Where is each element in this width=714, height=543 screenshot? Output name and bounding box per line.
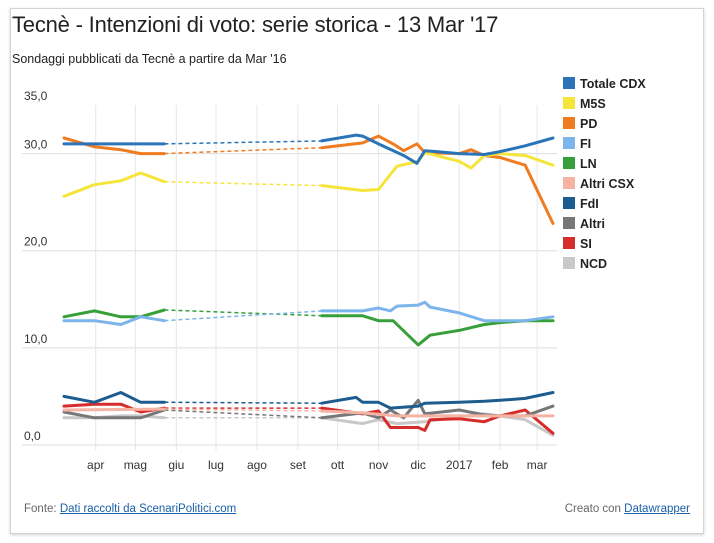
y-axis-ticks: 0,0 10,0 20,0 30,0 35,0 bbox=[24, 89, 48, 443]
chart-subtitle: Sondaggi pubblicati da Tecnè a partire d… bbox=[12, 52, 287, 66]
x-tick-label: nov bbox=[369, 458, 388, 472]
legend-label-altri-csx: Altri CSX bbox=[580, 177, 635, 191]
legend-label-fdi: FdI bbox=[580, 197, 599, 211]
y-tick-label: 30,0 bbox=[24, 138, 48, 152]
chart-title: Tecnè - Intenzioni di voto: serie storic… bbox=[12, 12, 499, 37]
legend-swatch-altri bbox=[563, 217, 575, 229]
legend-swatch-fdi bbox=[563, 197, 575, 209]
legend-swatch-pd bbox=[563, 117, 575, 129]
series-line-m5s bbox=[62, 171, 166, 198]
series-line-pd bbox=[62, 136, 166, 156]
legend-label-fi: FI bbox=[580, 137, 591, 151]
credit-prefix: Creato con bbox=[564, 503, 625, 515]
series-lines bbox=[62, 133, 555, 437]
x-tick-label: apr bbox=[87, 458, 104, 472]
y-tick-label: 20,0 bbox=[24, 235, 48, 249]
series-gap-altri bbox=[164, 409, 322, 419]
legend-swatch-ncd bbox=[563, 257, 575, 269]
x-tick-label: lug bbox=[208, 458, 224, 472]
x-tick-label: 2017 bbox=[446, 458, 473, 472]
chart-card bbox=[10, 8, 704, 534]
y-tick-label: 10,0 bbox=[24, 332, 48, 346]
series-line-totale-cdx bbox=[320, 133, 555, 165]
legend-label-ncd: NCD bbox=[580, 257, 607, 271]
legend-swatch-totale-cdx bbox=[563, 77, 575, 89]
x-tick-label: mag bbox=[124, 458, 147, 472]
legend-label-ln: LN bbox=[580, 157, 597, 171]
x-tick-label: mar bbox=[527, 458, 548, 472]
series-line-fi bbox=[62, 315, 166, 326]
x-axis-ticks: apr mag giu lug ago set ott nov dic 2017 feb mar bbox=[87, 105, 547, 472]
source-prefix: Fonte: bbox=[24, 503, 60, 515]
legend-label-altri: Altri bbox=[580, 217, 605, 231]
legend-swatch-si bbox=[563, 237, 575, 249]
series-line-altri-csx bbox=[62, 407, 166, 412]
legend: Totale CDX M5S PD FI LN Altri CSX FdI Altri SI NC… bbox=[563, 77, 646, 271]
series-gap-totale-cdx bbox=[164, 140, 322, 145]
legend-label-si: SI bbox=[580, 237, 592, 251]
series-line-altri bbox=[62, 408, 166, 420]
legend-swatch-altri-csx bbox=[563, 177, 575, 189]
x-tick-label: ott bbox=[331, 458, 345, 472]
series-line-pd bbox=[320, 134, 555, 225]
series-gap-ln bbox=[164, 309, 322, 317]
series-gap-pd bbox=[164, 146, 322, 155]
series-line-fdi bbox=[62, 391, 166, 404]
legend-swatch-ln bbox=[563, 157, 575, 169]
series-gap-fdi bbox=[164, 401, 322, 404]
x-tick-label: dic bbox=[411, 458, 426, 472]
source-note: Fonte: Dati raccolti da ScenariPolitici.… bbox=[24, 503, 236, 515]
x-tick-label: feb bbox=[492, 458, 509, 472]
x-tick-label: ago bbox=[247, 458, 267, 472]
datawrapper-link[interactable]: Datawrapper bbox=[624, 503, 690, 515]
series-line-fi bbox=[320, 300, 555, 323]
series-line-altri-csx bbox=[320, 409, 555, 418]
series-line-ln bbox=[62, 308, 166, 319]
legend-label-m5s: M5S bbox=[580, 97, 606, 111]
series-gap-fi bbox=[164, 310, 322, 322]
legend-label-pd: PD bbox=[580, 117, 597, 131]
series-line-fdi bbox=[320, 391, 555, 410]
x-tick-label: giu bbox=[168, 458, 184, 472]
source-link[interactable]: Dati raccolti da ScenariPolitici.com bbox=[59, 503, 237, 515]
series-gap-m5s bbox=[164, 180, 322, 187]
legend-swatch-m5s bbox=[563, 97, 575, 109]
x-tick-label: set bbox=[290, 458, 307, 472]
series-line-m5s bbox=[320, 151, 555, 192]
y-tick-label: 0,0 bbox=[24, 429, 41, 443]
legend-label-totale-cdx: Totale CDX bbox=[580, 77, 646, 91]
y-tick-label: 35,0 bbox=[24, 89, 48, 103]
legend-swatch-fi bbox=[563, 137, 575, 149]
credit-note: Creato con Datawrapper bbox=[565, 503, 690, 515]
series-gap-altri-csx bbox=[164, 408, 322, 412]
